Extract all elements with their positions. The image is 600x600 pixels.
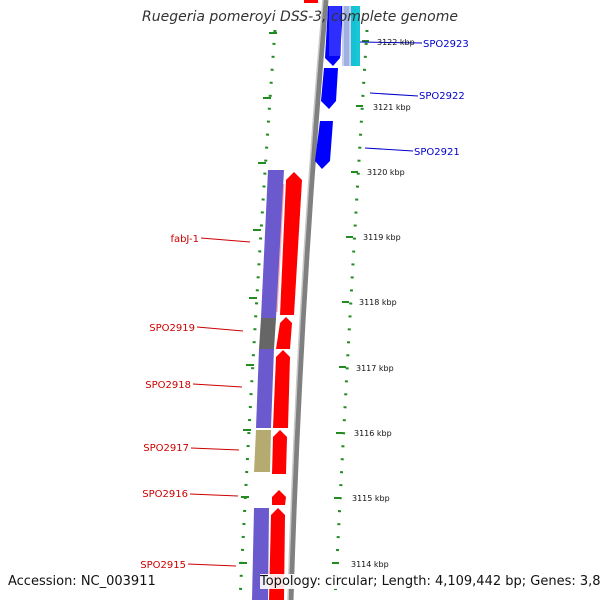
accession-label: Accession: NC_003911	[8, 574, 156, 589]
cds-spo2921	[315, 121, 333, 169]
gene-label: SPO2915	[140, 560, 186, 571]
cds-spo2922	[321, 68, 338, 109]
scale-label: 3119 kbp	[363, 233, 401, 242]
cog-block-spo2917	[254, 430, 271, 472]
gene-label: SPO2922	[419, 91, 465, 102]
cds-spo2919	[276, 317, 292, 349]
scale-label: 3122 kbp	[377, 38, 415, 47]
forward-cds-partial	[304, 0, 318, 3]
gene-label: fabJ-1	[170, 234, 199, 245]
scale-label: 3121 kbp	[373, 103, 411, 112]
scale-labels: 3122 kbp 3121 kbp 3120 kbp 3119 kbp 3118…	[351, 38, 415, 569]
cog-block-spo2919	[259, 318, 276, 349]
map-title: Ruegeria pomeroyi DSS-3, complete genome	[142, 9, 458, 25]
left-label-connectors	[187, 237, 251, 567]
scale-label: 3120 kbp	[367, 168, 405, 177]
gene-label: SPO2923	[423, 39, 469, 50]
cog-block-cyan-light	[344, 6, 349, 66]
gene-label: SPO2918	[145, 380, 191, 391]
genome-stats-label: Topology: circular; Length: 4,109,442 bp…	[260, 574, 600, 589]
gene-label: SPO2916	[142, 489, 188, 500]
cds-spo2918	[273, 350, 290, 428]
cds-spo2916	[272, 490, 286, 505]
cog-block-spo2918	[256, 349, 274, 428]
backbone-highlight	[287, 0, 324, 600]
scale-ticks	[239, 32, 369, 564]
cog-block-cyan	[351, 6, 360, 66]
outer-tick-ring	[333, 29, 369, 600]
reverse-cds-track	[315, 6, 343, 169]
gene-label: SPO2917	[143, 443, 189, 454]
right-gene-labels: SPO2923 SPO2922 SPO2921	[414, 39, 469, 158]
scale-label: 3116 kbp	[354, 429, 392, 438]
gene-label: SPO2919	[149, 323, 195, 334]
cog-block-fabj-1	[261, 170, 284, 318]
gene-label: SPO2921	[414, 147, 460, 158]
scale-label: 3118 kbp	[359, 298, 397, 307]
cds-spo2923-shade	[329, 6, 341, 56]
scale-label: 3117 kbp	[356, 364, 394, 373]
cds-fabj-1	[280, 172, 302, 315]
scale-label: 3115 kbp	[352, 494, 390, 503]
right-label-connectors	[359, 41, 423, 152]
left-gene-labels: fabJ-1 SPO2919 SPO2918 SPO2917 SPO2916 S…	[140, 234, 199, 571]
backbone	[288, 0, 329, 600]
cog-track-right	[342, 6, 360, 66]
scale-label: 3114 kbp	[351, 560, 389, 569]
cds-spo2917	[272, 430, 287, 474]
